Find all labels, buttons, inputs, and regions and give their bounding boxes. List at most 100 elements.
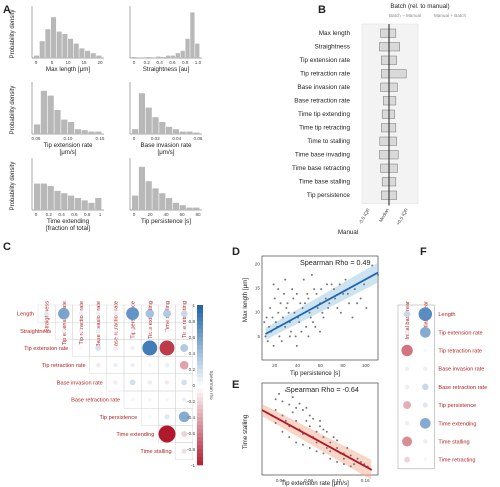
colorbar-segment [197,393,203,398]
panel-c-circle [130,328,135,333]
panel-f-circle [401,344,413,357]
panel-e-point [315,450,318,453]
panel-c-circle [145,309,155,318]
hist-bar [54,190,61,210]
panel-f-row-label: Time stalling [438,440,469,446]
panel-e-point [274,398,277,401]
panel-c-circle [130,345,135,351]
hist-xlabel-unit: [μm/s] [158,149,175,156]
panel-f-circle [418,307,433,321]
panel-d-point [295,344,298,347]
panel-d-ytick-label: 20 [255,261,261,266]
panel-label-c: C [3,241,11,253]
panel-e-point [308,414,311,417]
panel-d-point [300,330,303,333]
hist-bar [47,186,54,210]
colorbar-tick-label: -0.8 [187,447,195,452]
panel-e-point [305,419,308,422]
panel-d-point [332,288,335,291]
panel-e-point [349,454,352,457]
hist-bar [88,131,95,134]
colorbar-segment [197,453,203,458]
panel-d-xtick-label: 40 [295,363,301,368]
panel-c-circle [147,397,152,402]
panel-b-xtick-label: Median [378,207,390,223]
panel-b-category-label: Straightness [314,44,350,51]
panel-e-point [329,457,332,460]
hist-bar [95,198,102,210]
panel-e-point [349,465,352,468]
panel-c-cell [175,442,194,461]
panel-e-point [319,419,321,422]
hist-tick-label: 0.8 [182,60,189,65]
panel-f-circle [403,401,412,410]
colorbar-segment [197,369,203,374]
panel-f-circle [423,457,428,462]
hist-bar [34,183,41,210]
panel-d-point [315,292,318,295]
panel-f-column-label: Initial base rear [405,301,411,339]
panel-f-circle [423,348,428,353]
hist-tick-label: 0.4 [156,60,163,65]
hist-bar [159,122,166,134]
panel-d-point [342,292,345,295]
hist-xlabel: Base invasion rate [141,142,192,149]
panel-b-category-label: Tip retraction rate [300,71,350,78]
panel-d-fit-line [265,271,379,335]
panel-c-circle [181,431,188,437]
colorbar-tick-label: 0.8 [189,319,196,324]
panel-d-point [314,325,317,328]
panel-b-category-label: Tip extension rate [299,57,350,64]
hist-bar [195,43,200,58]
panel-f-circle [419,326,431,338]
panel-c-circle [113,380,118,385]
hist-bar [81,130,88,134]
panel-c-row-label: Time stalling [140,449,171,455]
panel-b-category-label: Max length [319,30,351,37]
hist-tick-label: 0.15 [96,136,105,141]
panel-e-point [329,450,332,453]
panel-f-circle [404,366,410,371]
hist-bar [61,193,68,210]
hist-bar [90,53,96,58]
panel-b-legend-1: Batch − Manual [389,13,421,18]
panel-e-point [301,409,304,412]
hist-tick-label: 1 [99,212,102,217]
panel-d-point [294,335,297,338]
colorbar-segment [197,365,203,370]
panel-d-point [339,311,342,314]
panel-d-point [293,311,296,314]
panel-c-column-label: Tip extension rate [62,301,68,345]
colorbar-tick-label: -0.4 [187,415,195,420]
hist-tick-label: 0.04 [172,136,181,141]
panel-c-circle [113,328,118,333]
panel-c-circle [179,360,189,370]
panel-b-legend-2: Manual + Batch [434,13,466,18]
panel-c-circle [180,310,188,317]
panel-b-title: Batch (rel. to manual) [390,3,449,10]
panel-e-point [319,425,321,428]
hist-bar [39,41,45,58]
panel-e-point [295,406,298,409]
panel-c-circle [147,328,152,333]
panel-d-point [346,292,349,295]
panel-c-circle [113,311,118,316]
panel-d-point [321,311,324,314]
colorbar-segment [197,397,203,402]
hist-bar [186,131,193,134]
panel-d-point [263,321,266,324]
hist-bar [179,131,186,134]
hist-bar [152,188,159,210]
panel-c-column-label: Straightness [45,301,51,332]
panel-d-xtick-label: 60 [318,363,324,368]
panel-e-point [298,402,301,405]
hist-xlabel: Max length [μm] [46,66,90,73]
panel-d-point [377,273,379,276]
colorbar-segment [197,333,203,338]
panel-d-point [284,325,287,328]
panel-e-point [305,406,308,409]
panel-e-point [325,430,328,433]
hist-bar [34,124,41,134]
panel-label-f: F [420,246,427,258]
